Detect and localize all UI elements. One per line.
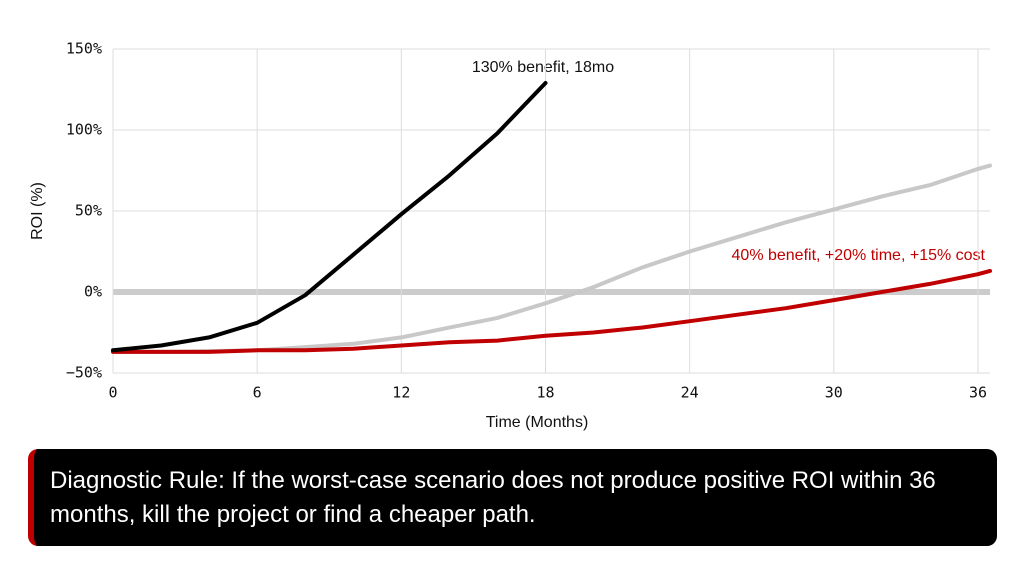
y-tick-label: −50%: [66, 364, 102, 382]
x-tick-label: 0: [108, 384, 117, 402]
callout-box: Diagnostic Rule: If the worst-case scena…: [28, 449, 997, 546]
y-tick-label: 50%: [75, 202, 102, 220]
series-annotation: 130% benefit, 18mo: [472, 59, 614, 76]
y-axis-label: ROI (%): [29, 182, 46, 240]
x-tick-label: 12: [392, 384, 410, 402]
y-tick-label: 150%: [66, 40, 102, 58]
x-axis-label: Time (Months): [486, 414, 589, 431]
x-tick-label: 24: [681, 384, 699, 402]
chart: ROI (%) Time (Months) 130% benefit, 18mo…: [29, 40, 992, 431]
x-tick-label: 30: [825, 384, 843, 402]
y-tick-label: 100%: [66, 121, 102, 139]
series-line: [111, 268, 992, 354]
x-tick-label: 36: [969, 384, 987, 402]
y-tick-label: 0%: [84, 283, 102, 301]
series-annotation: 40% benefit, +20% time, +15% cost: [732, 247, 986, 264]
series-line: [111, 81, 548, 353]
x-tick-label: 18: [536, 384, 554, 402]
callout-text: Diagnostic Rule: If the worst-case scena…: [50, 467, 936, 528]
x-tick-label: 6: [253, 384, 262, 402]
